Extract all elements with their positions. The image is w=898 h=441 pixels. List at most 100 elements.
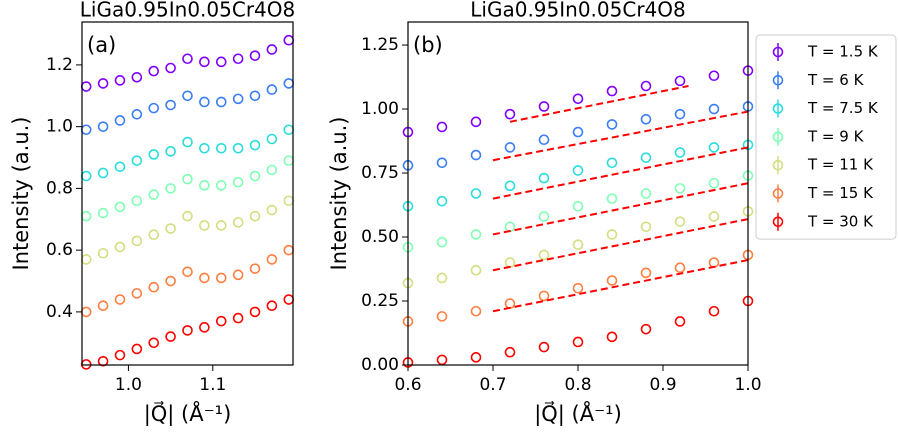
data-point xyxy=(572,200,584,212)
legend-marker xyxy=(772,75,784,86)
fit-line xyxy=(492,259,749,313)
data-point xyxy=(538,172,550,184)
data-point xyxy=(182,90,193,102)
data-point xyxy=(97,207,109,219)
data-point xyxy=(249,263,261,274)
data-point xyxy=(148,281,160,293)
data-point xyxy=(215,142,227,154)
y-tick-label: 0.4 xyxy=(46,302,73,322)
data-point xyxy=(606,331,618,343)
data-point xyxy=(504,346,516,358)
data-point xyxy=(470,305,482,317)
data-point xyxy=(606,157,618,169)
data-point xyxy=(97,300,109,312)
data-point xyxy=(708,305,720,317)
data-point xyxy=(131,71,143,83)
x-tick-label: 0.6 xyxy=(394,375,421,395)
data-point xyxy=(640,323,652,335)
data-point xyxy=(80,81,92,92)
legend-label: T = 1.5 K xyxy=(807,43,879,61)
data-point xyxy=(538,134,550,146)
data-point xyxy=(266,84,278,95)
data-point xyxy=(283,294,295,305)
data-point xyxy=(131,288,143,299)
data-point xyxy=(470,116,482,128)
data-point xyxy=(606,275,618,286)
data-point xyxy=(470,149,482,161)
data-point xyxy=(538,101,550,112)
data-point xyxy=(249,90,261,102)
data-point xyxy=(283,34,295,46)
data-point xyxy=(131,155,143,166)
data-point xyxy=(504,142,516,153)
data-point xyxy=(504,298,516,309)
data-point xyxy=(80,170,92,182)
data-point xyxy=(470,229,482,240)
data-point xyxy=(97,121,109,132)
data-point xyxy=(148,65,160,77)
data-point xyxy=(148,189,160,200)
legend-label: T = 6 K xyxy=(807,71,865,89)
data-point xyxy=(114,349,126,361)
data-point xyxy=(182,266,193,278)
legend-label: T = 9 K xyxy=(807,127,865,145)
data-point xyxy=(606,193,618,204)
y-tick-label: 1.0 xyxy=(46,117,73,137)
data-point xyxy=(572,282,584,294)
data-point xyxy=(97,247,109,259)
axes-frame xyxy=(407,21,749,366)
data-point xyxy=(266,133,278,145)
panel-label: (a) xyxy=(87,33,116,57)
data-point xyxy=(504,180,516,192)
panel-label: (b) xyxy=(413,33,443,57)
data-point xyxy=(165,275,176,287)
data-point xyxy=(674,183,686,194)
data-point xyxy=(674,75,686,87)
y-tick-label: 0.75 xyxy=(361,163,399,183)
data-point xyxy=(249,139,261,151)
data-point xyxy=(674,262,686,274)
data-point xyxy=(199,180,210,191)
data-point xyxy=(131,235,143,247)
data-point xyxy=(640,188,652,199)
legend-label: T = 30 K xyxy=(807,212,874,230)
data-point xyxy=(266,254,278,265)
data-point xyxy=(266,164,278,176)
data-point xyxy=(708,257,720,268)
data-point xyxy=(199,96,210,108)
data-point xyxy=(674,316,686,327)
data-point xyxy=(114,241,126,253)
x-axis-label: |Q⃗| (Å⁻¹) xyxy=(534,400,622,427)
data-point xyxy=(165,146,176,157)
data-point xyxy=(165,183,176,194)
data-point xyxy=(114,201,126,213)
data-point xyxy=(674,147,686,158)
data-point xyxy=(606,119,618,130)
data-point xyxy=(436,121,448,133)
data-point xyxy=(249,50,261,61)
data-point xyxy=(504,221,516,233)
legend-marker xyxy=(772,46,784,58)
y-tick-label: 1.25 xyxy=(361,35,399,55)
legend-marker xyxy=(772,159,784,171)
data-point xyxy=(266,300,278,312)
data-point xyxy=(249,170,261,182)
data-point xyxy=(165,331,176,342)
data-point xyxy=(640,152,652,163)
data-point xyxy=(232,312,244,324)
data-point xyxy=(249,306,261,318)
data-point xyxy=(165,223,176,234)
data-point xyxy=(708,177,720,189)
data-point xyxy=(114,294,126,305)
data-point xyxy=(182,173,193,185)
data-point xyxy=(232,93,244,105)
x-axis-label: |Q⃗| (Å⁻¹) xyxy=(144,400,232,427)
data-point xyxy=(708,70,720,82)
data-point xyxy=(199,322,210,333)
fit-line xyxy=(492,110,749,162)
data-point xyxy=(504,108,516,120)
data-point xyxy=(165,99,176,111)
legend-frame xyxy=(755,34,897,240)
data-point xyxy=(572,93,584,105)
